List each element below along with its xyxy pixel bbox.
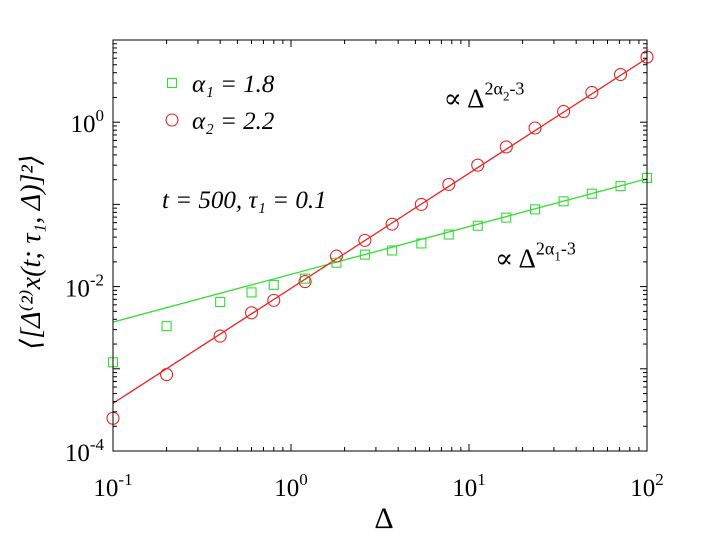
labels-layer: Δ ⟨[Δ⁽²⁾x(t; τ₁, Δ)]²⟩	[16, 154, 394, 535]
plot-frame	[112, 39, 648, 452]
series-2-point	[213, 329, 227, 343]
axes-layer: 10-1 100 101 102 10-4 10-2 100	[65, 39, 664, 502]
y-tick-label: 100	[71, 106, 105, 138]
series-1-point	[359, 249, 370, 260]
series-1-point	[501, 212, 512, 223]
series-2-point	[557, 104, 571, 119]
annotations-layer: ∝ Δ2α1-3 ∝ Δ2α2-3	[444, 79, 576, 274]
series-2-point	[358, 233, 372, 247]
series-2-point	[385, 217, 399, 231]
legend: α₁ = 1.8 α₂ = 2.2	[165, 71, 275, 135]
series-2-point	[160, 368, 174, 382]
legend-label-2: α₂ = 2.2	[192, 108, 274, 135]
fit-line-2	[112, 57, 648, 404]
legend-marker-2	[165, 113, 179, 127]
series-2-point	[442, 177, 456, 191]
series-1-point	[387, 245, 398, 256]
series-1-point	[268, 279, 279, 290]
x-tick-label: 102	[630, 470, 664, 502]
x-tick-label: 10-1	[93, 470, 132, 502]
series-1-point	[161, 321, 172, 332]
series-1-point	[586, 188, 597, 199]
series-1-point	[530, 204, 541, 215]
slope-annotation-1: ∝ Δ2α1-3	[495, 239, 576, 274]
series-1-point	[300, 273, 311, 284]
series-1-point	[416, 238, 427, 249]
series-1-point	[472, 220, 483, 231]
series-2-point	[613, 67, 628, 82]
series-2-point	[298, 275, 312, 289]
fit-line-1	[112, 178, 648, 323]
legend-label-1: α₁ = 1.8	[192, 71, 275, 98]
y-tick-label: 10-4	[65, 435, 105, 467]
series-2-point	[499, 140, 513, 154]
series-1-point	[443, 229, 454, 240]
series-2-point	[329, 249, 343, 263]
parameter-annotation: t = 500, τ₁ = 0.1	[162, 187, 327, 214]
x-tick-label: 100	[274, 470, 308, 502]
series-1-point	[615, 181, 626, 192]
legend-marker-1	[166, 77, 178, 89]
x-tick-label: 101	[452, 470, 486, 502]
series-1-point	[246, 287, 257, 298]
series-2-point	[414, 197, 428, 211]
x-axis-label: Δ	[374, 502, 393, 535]
series-2-point	[471, 158, 485, 172]
series-2-point	[528, 121, 542, 135]
series-1-point	[331, 257, 342, 268]
series-2-point	[244, 306, 259, 320]
series-1-point	[558, 196, 569, 207]
slope-annotation-2: ∝ Δ2α2-3	[444, 79, 525, 114]
series-1-point	[215, 296, 226, 308]
y-tick-label: 10-2	[65, 271, 104, 303]
y-axis-label: ⟨[Δ⁽²⁾x(t; τ₁, Δ)]²⟩	[16, 154, 47, 349]
series-2-point	[267, 293, 281, 307]
data-layer	[106, 50, 654, 425]
series-2-point	[585, 85, 599, 100]
